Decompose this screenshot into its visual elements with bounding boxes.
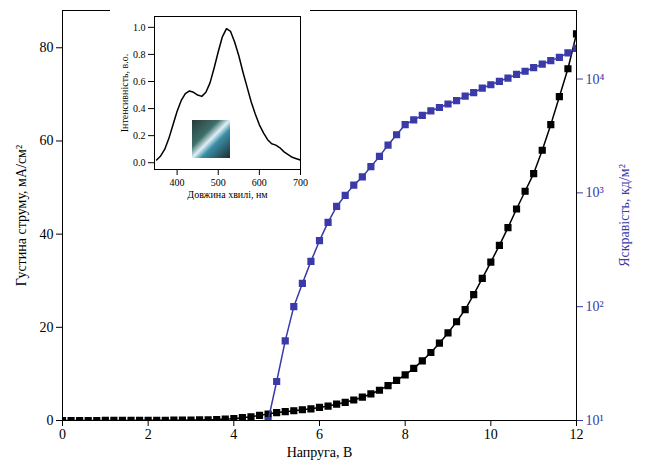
svg-text:Напруга, В: Напруга, В bbox=[287, 445, 353, 460]
svg-text:0.4: 0.4 bbox=[133, 103, 146, 114]
svg-text:10²: 10² bbox=[586, 299, 604, 314]
svg-text:4: 4 bbox=[230, 427, 237, 442]
svg-text:Інтенсивність, в.о.: Інтенсивність, в.о. bbox=[119, 54, 130, 133]
svg-text:20: 20 bbox=[40, 320, 54, 335]
svg-text:10⁴: 10⁴ bbox=[586, 72, 605, 87]
svg-text:6: 6 bbox=[316, 427, 323, 442]
svg-text:0.6: 0.6 bbox=[133, 76, 146, 87]
svg-text:2: 2 bbox=[145, 427, 152, 442]
svg-text:0: 0 bbox=[59, 427, 66, 442]
svg-text:40: 40 bbox=[40, 227, 54, 242]
svg-text:600: 600 bbox=[252, 177, 267, 188]
svg-text:400: 400 bbox=[170, 177, 185, 188]
svg-text:0.2: 0.2 bbox=[133, 130, 146, 141]
svg-text:10¹: 10¹ bbox=[586, 413, 604, 428]
svg-text:10: 10 bbox=[484, 427, 498, 442]
svg-text:60: 60 bbox=[40, 133, 54, 148]
svg-text:Яскравість, кд/м²: Яскравість, кд/м² bbox=[617, 164, 632, 267]
svg-text:8: 8 bbox=[402, 427, 409, 442]
svg-text:0: 0 bbox=[47, 413, 54, 428]
svg-text:0.8: 0.8 bbox=[133, 49, 146, 60]
svg-text:1.0: 1.0 bbox=[133, 22, 146, 33]
svg-text:12: 12 bbox=[570, 427, 584, 442]
svg-text:10³: 10³ bbox=[586, 185, 604, 200]
svg-text:Довжина хвилі, нм: Довжина хвилі, нм bbox=[187, 189, 268, 200]
svg-text:700: 700 bbox=[293, 177, 308, 188]
svg-text:Густина струму, мА/см²: Густина струму, мА/см² bbox=[14, 145, 29, 286]
svg-text:500: 500 bbox=[211, 177, 226, 188]
svg-text:80: 80 bbox=[40, 40, 54, 55]
svg-text:0.0: 0.0 bbox=[133, 157, 146, 168]
